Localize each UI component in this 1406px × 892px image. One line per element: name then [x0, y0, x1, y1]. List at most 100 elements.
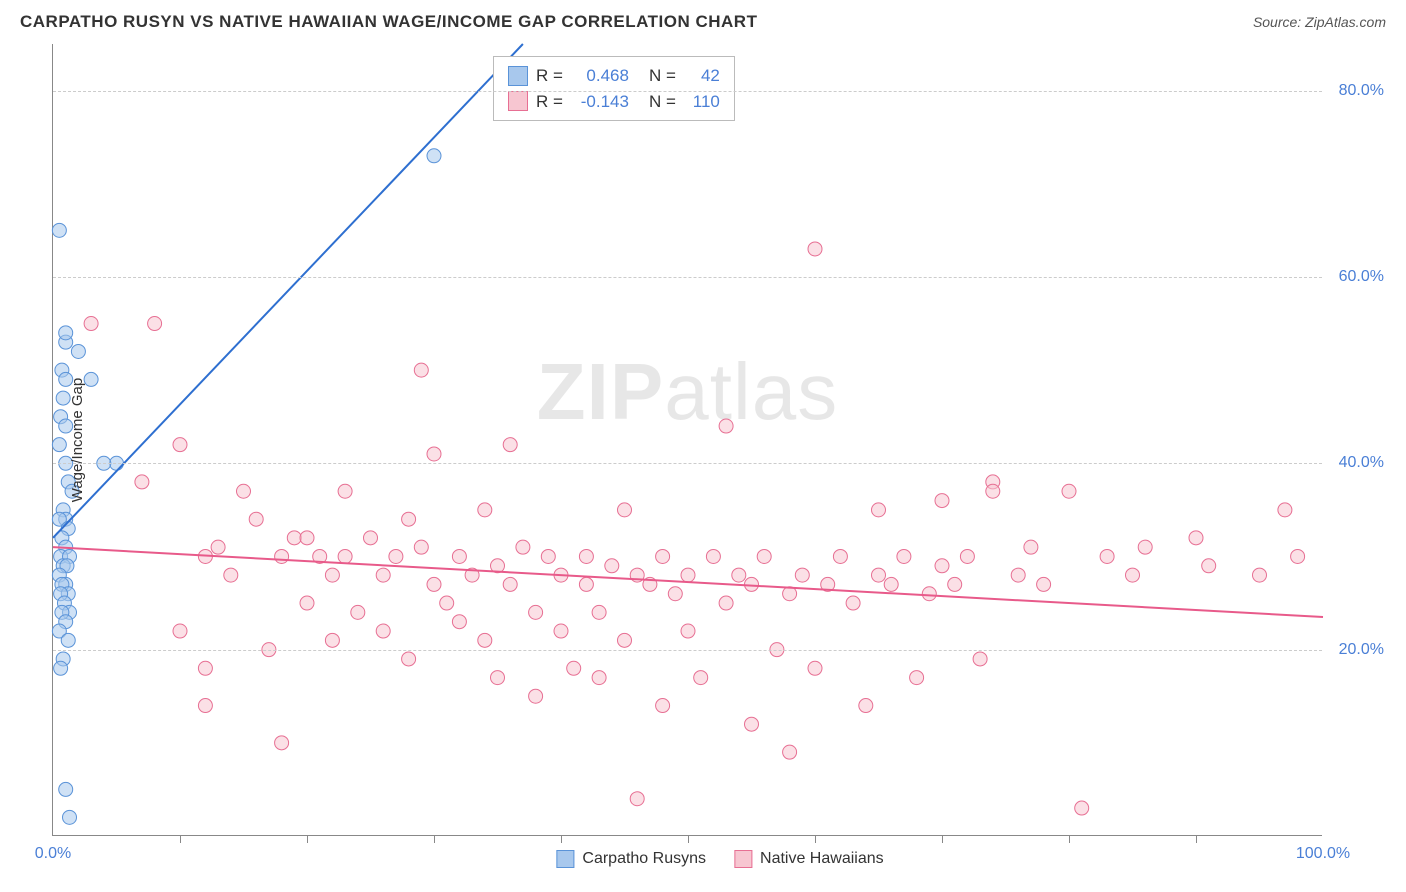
- x-tick-label: 100.0%: [1296, 845, 1350, 863]
- data-point: [452, 615, 466, 629]
- legend-label: Carpatho Rusyns: [582, 850, 706, 868]
- stats-swatch: [508, 91, 528, 111]
- data-point: [808, 242, 822, 256]
- stats-N-value: 42: [684, 63, 720, 89]
- data-point: [427, 577, 441, 591]
- data-point: [1278, 503, 1292, 517]
- chart-title: CARPATHO RUSYN VS NATIVE HAWAIIAN WAGE/I…: [20, 12, 757, 32]
- data-point: [960, 549, 974, 563]
- y-tick-label: 60.0%: [1339, 268, 1384, 286]
- data-point: [135, 475, 149, 489]
- data-point: [1202, 559, 1216, 573]
- data-point: [618, 503, 632, 517]
- data-point: [389, 549, 403, 563]
- data-point: [884, 577, 898, 591]
- data-point: [681, 568, 695, 582]
- data-point: [694, 671, 708, 685]
- data-point: [287, 531, 301, 545]
- data-point: [478, 633, 492, 647]
- data-point: [54, 661, 68, 675]
- data-point: [554, 624, 568, 638]
- data-point: [732, 568, 746, 582]
- data-point: [529, 605, 543, 619]
- data-point: [719, 419, 733, 433]
- gridline-h: [53, 277, 1322, 278]
- data-point: [1075, 801, 1089, 815]
- data-point: [52, 223, 66, 237]
- y-tick-label: 20.0%: [1339, 641, 1384, 659]
- data-point: [338, 549, 352, 563]
- stats-R-label: R =: [536, 89, 563, 115]
- data-point: [922, 587, 936, 601]
- x-tick: [688, 835, 689, 843]
- data-point: [935, 559, 949, 573]
- data-point: [71, 344, 85, 358]
- source-label: Source: ZipAtlas.com: [1253, 14, 1386, 30]
- data-point: [402, 512, 416, 526]
- data-point: [414, 363, 428, 377]
- data-point: [681, 624, 695, 638]
- chart-svg: [53, 44, 1323, 836]
- data-point: [986, 484, 1000, 498]
- stats-R-label: R =: [536, 63, 563, 89]
- data-point: [452, 549, 466, 563]
- data-point: [59, 326, 73, 340]
- y-tick-label: 40.0%: [1339, 454, 1384, 472]
- data-point: [808, 661, 822, 675]
- x-tick: [1196, 835, 1197, 843]
- data-point: [63, 810, 77, 824]
- data-point: [1291, 549, 1305, 563]
- data-point: [872, 568, 886, 582]
- data-point: [973, 652, 987, 666]
- data-point: [211, 540, 225, 554]
- data-point: [719, 596, 733, 610]
- data-point: [859, 699, 873, 713]
- data-point: [364, 531, 378, 545]
- x-tick: [1069, 835, 1070, 843]
- data-point: [52, 438, 66, 452]
- gridline-h: [53, 463, 1322, 464]
- data-point: [1253, 568, 1267, 582]
- data-point: [300, 531, 314, 545]
- data-point: [414, 540, 428, 554]
- data-point: [478, 503, 492, 517]
- y-tick-label: 80.0%: [1339, 82, 1384, 100]
- x-tick: [815, 835, 816, 843]
- data-point: [833, 549, 847, 563]
- data-point: [1062, 484, 1076, 498]
- data-point: [1011, 568, 1025, 582]
- data-point: [376, 624, 390, 638]
- data-point: [198, 661, 212, 675]
- data-point: [579, 577, 593, 591]
- data-point: [656, 699, 670, 713]
- data-point: [300, 596, 314, 610]
- plot-wrap: ZIPatlas Wage/Income Gap R =0.468N =42R …: [52, 44, 1388, 836]
- data-point: [745, 717, 759, 731]
- data-point: [706, 549, 720, 563]
- stats-R-value: 0.468: [571, 63, 629, 89]
- data-point: [224, 568, 238, 582]
- data-point: [618, 633, 632, 647]
- data-point: [592, 605, 606, 619]
- data-point: [1024, 540, 1038, 554]
- legend-item: Carpatho Rusyns: [556, 850, 706, 868]
- data-point: [605, 559, 619, 573]
- data-point: [630, 792, 644, 806]
- data-point: [897, 549, 911, 563]
- stats-swatch: [508, 66, 528, 86]
- data-point: [402, 652, 416, 666]
- plot-area: ZIPatlas Wage/Income Gap R =0.468N =42R …: [52, 44, 1322, 836]
- stats-row: R =-0.143N =110: [508, 89, 720, 115]
- data-point: [440, 596, 454, 610]
- data-point: [1138, 540, 1152, 554]
- title-bar: CARPATHO RUSYN VS NATIVE HAWAIIAN WAGE/I…: [0, 0, 1406, 40]
- data-point: [59, 782, 73, 796]
- x-tick: [180, 835, 181, 843]
- data-point: [516, 540, 530, 554]
- y-axis-label: Wage/Income Gap: [69, 377, 86, 502]
- gridline-h: [53, 650, 1322, 651]
- legend-label: Native Hawaiians: [760, 850, 884, 868]
- x-tick: [434, 835, 435, 843]
- data-point: [757, 549, 771, 563]
- data-point: [579, 549, 593, 563]
